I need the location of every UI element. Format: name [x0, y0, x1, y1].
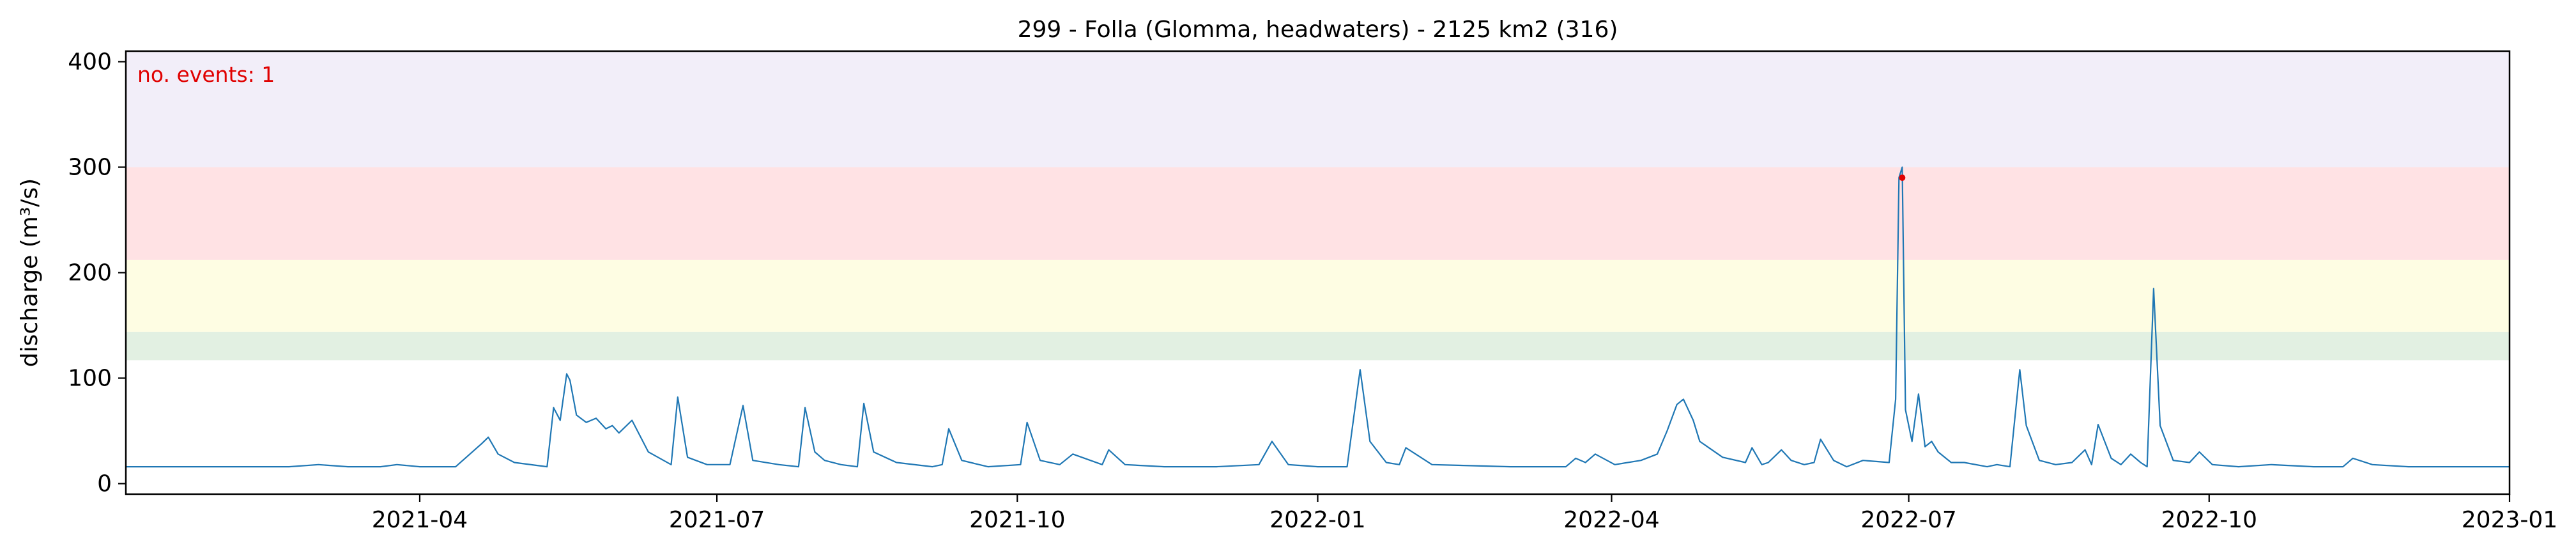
y-axis-ticks: 0 100 200 300 400 [68, 49, 126, 497]
y-tick-label: 0 [97, 471, 112, 497]
x-tick-label: 2022-01 [1269, 507, 1365, 533]
x-tick-label: 2022-10 [2161, 507, 2257, 533]
y-tick-label: 300 [68, 155, 112, 181]
x-tick-label: 2021-07 [669, 507, 765, 533]
threshold-bands [126, 51, 2510, 361]
y-tick-label: 100 [68, 366, 112, 392]
threshold-band-4 [126, 51, 2510, 167]
series-lines [126, 166, 2510, 468]
threshold-band-1 [126, 331, 2510, 361]
x-tick-label: 2021-04 [372, 507, 468, 533]
discharge-series-line [126, 166, 2510, 468]
chart-title: 299 - Folla (Glomma, headwaters) - 2125 … [1018, 17, 1618, 43]
threshold-band-2 [126, 260, 2510, 332]
x-tick-label: 2021-10 [969, 507, 1065, 533]
y-tick-label: 400 [68, 49, 112, 75]
x-axis-ticks: 2021-04 2021-07 2021-10 2022-01 2022-04 2022-… [372, 494, 2557, 533]
event-marker [1899, 175, 1906, 181]
y-tick-label: 200 [68, 260, 112, 286]
event-markers [1899, 175, 1906, 181]
x-tick-label: 2022-07 [1860, 507, 1956, 533]
x-tick-label: 2022-04 [1563, 507, 1659, 533]
x-tick-label: 2023-01 [2462, 507, 2557, 533]
y-axis-label: discharge (m³/s) [17, 178, 43, 367]
threshold-band-3 [126, 167, 2510, 260]
event-count-annotation: no. events: 1 [137, 62, 275, 87]
